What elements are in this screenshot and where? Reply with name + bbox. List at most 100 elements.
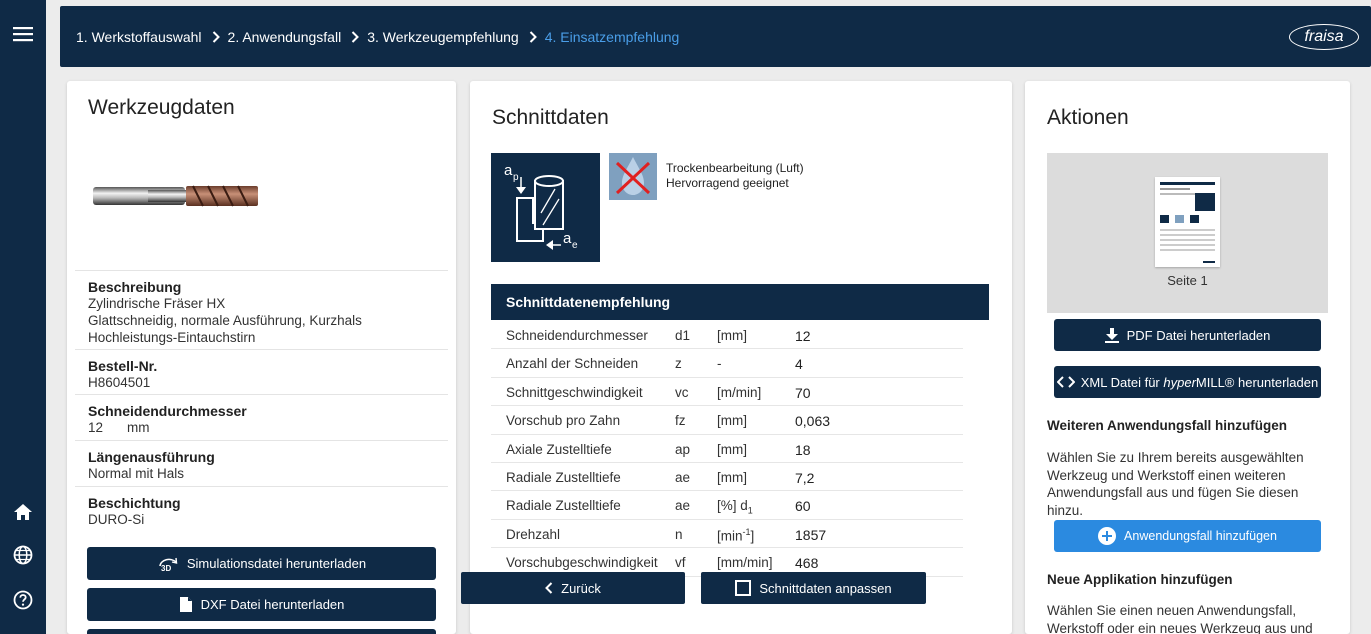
row-symbol: ae <box>675 470 691 485</box>
back-label: Zurück <box>561 580 601 596</box>
row-symbol: ae <box>675 498 691 514</box>
row-value: 18 <box>795 441 811 458</box>
page-label: Seite 1 <box>1167 273 1208 288</box>
row-value: 4 <box>795 356 803 373</box>
length-label: Längenausführung <box>88 449 215 465</box>
table-row: Radiale Zustelltiefe ae [mm] 7,2 <box>491 463 963 492</box>
help-icon[interactable] <box>11 588 35 612</box>
cutting-data-table-header: Schnittdatenempfehlung <box>491 284 989 320</box>
breadcrumb-step-2[interactable]: 2. Anwendungsfall <box>227 28 342 45</box>
plus-circle-icon <box>1098 527 1117 545</box>
pdf-thumbnail <box>1155 177 1220 267</box>
order-number-value: H8604501 <box>88 375 151 390</box>
download-icon <box>1104 327 1119 343</box>
svg-text:p: p <box>513 172 519 183</box>
ap-ae-diagram: a p a e <box>491 153 600 262</box>
row-name: Schnittgeschwindigkeit <box>506 384 643 400</box>
row-name: Axiale Zustelltiefe <box>506 441 612 457</box>
table-row: Anzahl der Schneiden z - 4 <box>491 349 963 378</box>
coating-block: Beschichtung DURO-Si <box>75 486 448 534</box>
brand-logo[interactable]: fraisa <box>1289 24 1359 50</box>
dry-machining-icon <box>609 153 657 200</box>
row-unit: [min-1] <box>717 526 755 544</box>
chevron-right-icon <box>351 30 360 43</box>
adjust-cutting-data-label: Schnittdaten anpassen <box>759 580 892 596</box>
order-number-label: Bestell-Nr. <box>88 358 158 374</box>
svg-text:a: a <box>563 230 572 247</box>
row-value: 7,2 <box>795 470 815 486</box>
new-app-title: Neue Applikation hinzufügen <box>1047 572 1233 587</box>
back-button[interactable]: Zurück <box>461 572 685 604</box>
row-symbol: z <box>675 356 682 372</box>
sidebar <box>0 0 46 634</box>
row-unit: - <box>717 356 722 372</box>
chevron-right-icon <box>529 30 537 43</box>
card-title: Schnittdaten <box>492 106 609 129</box>
row-value: 468 <box>795 555 819 572</box>
row-unit: [mm] <box>717 328 747 343</box>
cooling-method: Trockenbearbeitung (Luft) <box>666 161 804 175</box>
code-icon <box>1056 376 1075 388</box>
pdf-download-button[interactable]: PDF Datei herunterladen <box>1054 319 1321 351</box>
3d-icon: 3D <box>157 554 179 574</box>
row-name: Radiale Zustelltiefe <box>506 498 621 514</box>
row-name: Drehzahl <box>506 526 561 542</box>
row-symbol: d1 <box>675 328 691 343</box>
simulation-download-button[interactable]: 3D Simulationsdatei herunterladen <box>87 547 436 580</box>
svg-text:3D: 3D <box>161 564 171 573</box>
description-label: Beschreibung <box>88 279 182 295</box>
table-row: Vorschub pro Zahn fz [mm] 0,063 <box>491 406 963 435</box>
order-number-block: Bestell-Nr. H8604501 <box>75 349 448 397</box>
add-case-button[interactable]: Anwendungsfall hinzufügen <box>1054 520 1321 552</box>
row-symbol: ap <box>675 441 691 457</box>
row-unit: [mm] <box>717 413 747 429</box>
cutting-data-card: Schnittdaten a p a e Trockenbearbeitung … <box>470 81 1012 634</box>
row-unit: [m/min] <box>717 384 762 400</box>
more-button[interactable] <box>87 629 436 634</box>
adjust-cutting-data-button[interactable]: Schnittdaten anpassen <box>701 572 926 604</box>
breadcrumb-step-4[interactable]: 4. Einsatzempfehlung <box>544 28 680 45</box>
coating-label: Beschichtung <box>88 495 181 511</box>
dxf-download-label: DXF Datei herunterladen <box>200 597 345 612</box>
add-case-title: Weiteren Anwendungsfall hinzufügen <box>1047 418 1288 433</box>
row-name: Radiale Zustelltiefe <box>506 470 621 485</box>
home-icon[interactable] <box>11 500 35 524</box>
length-value: Normal mit Hals <box>88 466 185 481</box>
diameter-block: Schneidendurchmesser 12 mm <box>75 394 448 442</box>
pdf-preview[interactable]: Seite 1 <box>1047 153 1328 313</box>
breadcrumb-step-1[interactable]: 1. Werkstoffauswahl <box>76 28 202 45</box>
xml-download-button[interactable]: XML Datei für hyperMILL® herunterladen <box>1054 366 1321 398</box>
menu-icon[interactable] <box>11 22 35 46</box>
row-unit: [%] d1 <box>717 498 753 517</box>
card-title: Werkzeugdaten <box>88 96 235 119</box>
diameter-label: Schneidendurchmesser <box>88 403 247 419</box>
dxf-download-button[interactable]: DXF Datei herunterladen <box>87 588 436 621</box>
row-value: 1857 <box>795 526 827 543</box>
table-row: Schnittgeschwindigkeit vc [m/min] 70 <box>491 378 963 407</box>
row-name: Vorschub pro Zahn <box>506 413 621 429</box>
table-row: Radiale Zustelltiefe ae [%] d1 60 <box>491 491 963 520</box>
row-value: 0,063 <box>795 413 831 430</box>
chevron-right-icon <box>212 30 220 43</box>
description-line: Glattschneidig, normale Ausführung, Kurz… <box>88 313 362 328</box>
row-unit: [mm] <box>717 441 747 457</box>
file-icon <box>179 596 193 613</box>
coating-value: DURO-Si <box>88 512 145 527</box>
tool-data-card: Werkzeugdaten Beschreibung Zylindrische … <box>67 81 456 634</box>
breadcrumb-step-3[interactable]: 3. Werkzeugempfehlung <box>367 28 519 45</box>
row-unit: [mm] <box>717 470 747 485</box>
card-title: Aktionen <box>1047 106 1129 129</box>
cooling-info: Trockenbearbeitung (Luft) Hervorragend g… <box>666 161 804 191</box>
globe-icon[interactable] <box>11 543 35 567</box>
add-case-text: Wählen Sie zu Ihrem bereits ausgewählten… <box>1047 450 1304 518</box>
breadcrumb-bar: 1. Werkstoffauswahl 2. Anwendungsfall 3.… <box>60 6 1371 67</box>
row-unit: [mm/min] <box>717 555 773 571</box>
row-name: Vorschubgeschwindigkeit <box>506 555 658 571</box>
chevron-left-icon <box>545 582 553 594</box>
tool-image <box>93 185 258 207</box>
description-line: Zylindrische Fräser HX <box>88 296 226 311</box>
row-name: Schneidendurchmesser <box>506 328 648 343</box>
diameter-unit: mm <box>127 420 150 435</box>
xml-download-label: XML Datei für hyperMILL® herunterladen <box>1080 374 1319 390</box>
row-symbol: fz <box>675 413 686 429</box>
